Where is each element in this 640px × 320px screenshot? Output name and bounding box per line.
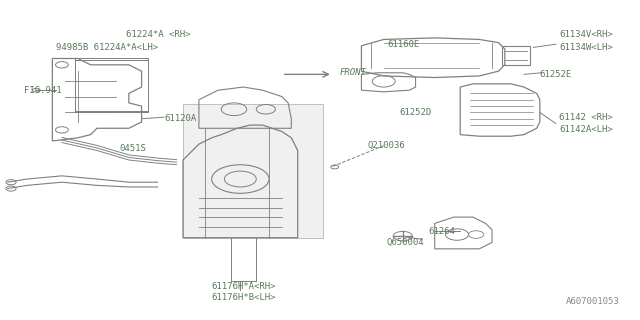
Text: 61176H*A<RH>: 61176H*A<RH>	[212, 282, 276, 292]
Text: 61142 <RH>: 61142 <RH>	[559, 113, 612, 122]
Text: 61224*A <RH>: 61224*A <RH>	[125, 30, 190, 39]
Text: 61264: 61264	[428, 227, 455, 236]
Bar	[502, 46, 531, 65]
Text: 61252D: 61252D	[399, 108, 432, 117]
Text: 61142A<LH>: 61142A<LH>	[559, 125, 612, 134]
Text: 61134V<RH>: 61134V<RH>	[559, 30, 612, 39]
Text: FIG.941: FIG.941	[24, 86, 61, 95]
Text: Q210036: Q210036	[368, 141, 405, 150]
Text: 61134W<LH>: 61134W<LH>	[559, 43, 612, 52]
Text: 61176H*B<LH>: 61176H*B<LH>	[212, 293, 276, 302]
Text: 94985B 61224A*A<LH>: 94985B 61224A*A<LH>	[56, 43, 157, 52]
Text: 61160E: 61160E	[387, 40, 419, 49]
Bar	[75, 59, 148, 112]
Text: 0451S: 0451S	[119, 144, 146, 153]
Bar	[183, 105, 323, 238]
Text: 61252E: 61252E	[540, 70, 572, 79]
Text: A607001053: A607001053	[566, 297, 620, 306]
Text: FRONT: FRONT	[339, 68, 366, 77]
Text: 61120A: 61120A	[164, 114, 196, 123]
Text: Q650004: Q650004	[387, 238, 424, 247]
